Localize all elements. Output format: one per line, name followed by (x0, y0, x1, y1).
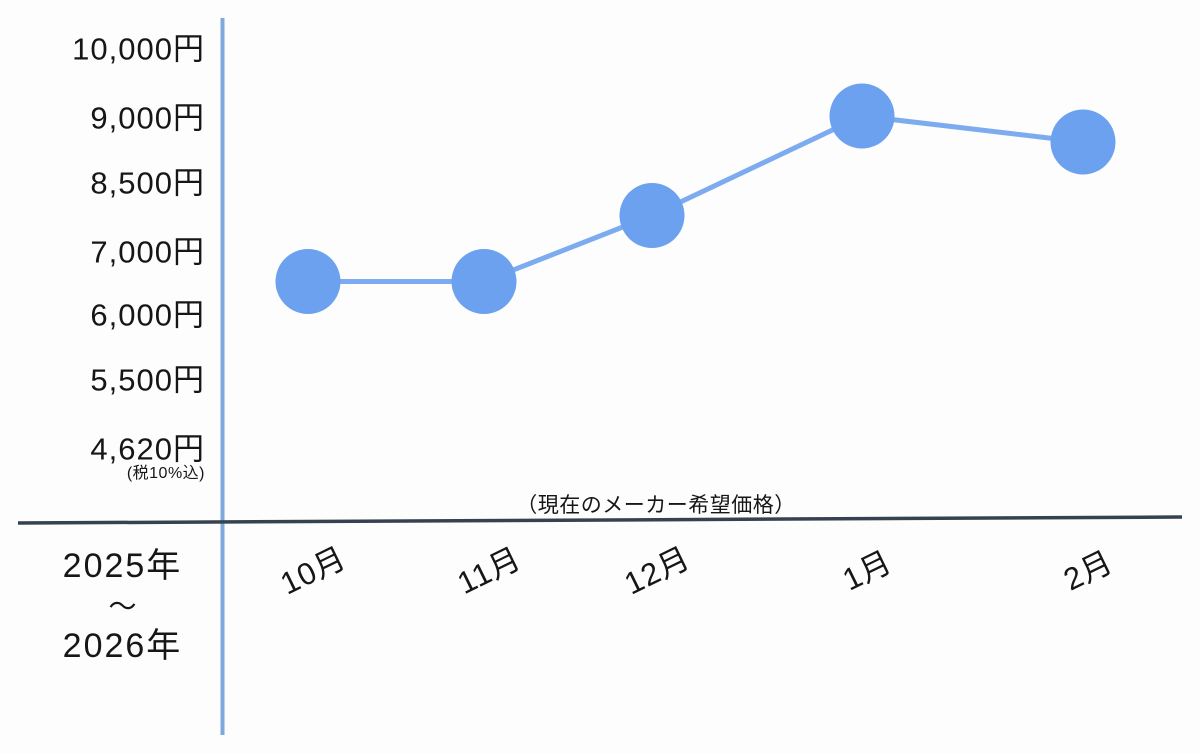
msrp-annotation: （現在のメーカー希望価格） (516, 494, 796, 517)
y-axis-label: 10,000円 (72, 31, 205, 67)
y-axis-tax-note: (税10%込) (126, 465, 205, 482)
data-point-marker (275, 249, 341, 314)
y-axis-label: 5,500円 (90, 362, 205, 398)
y-axis-label: 4,620円 (90, 431, 205, 467)
data-point-marker (829, 83, 895, 149)
data-point-marker (619, 183, 685, 248)
x-axis-period: 2025年 ～ 2026年 (25, 546, 220, 667)
period-end-year: 2026年 (62, 627, 183, 665)
price-line (305, 113, 1086, 284)
data-point-marker (451, 249, 517, 314)
period-tilde-icon: ～ (108, 591, 137, 622)
x-axis-line (17, 515, 1183, 525)
period-start-year: 2025年 (62, 547, 183, 585)
y-axis-label: 9,000円 (90, 100, 205, 136)
data-point-marker (1050, 109, 1116, 175)
y-axis-label: 6,000円 (90, 297, 205, 333)
y-axis-label: 7,000円 (90, 234, 205, 270)
y-axis-label: 8,500円 (90, 165, 205, 201)
